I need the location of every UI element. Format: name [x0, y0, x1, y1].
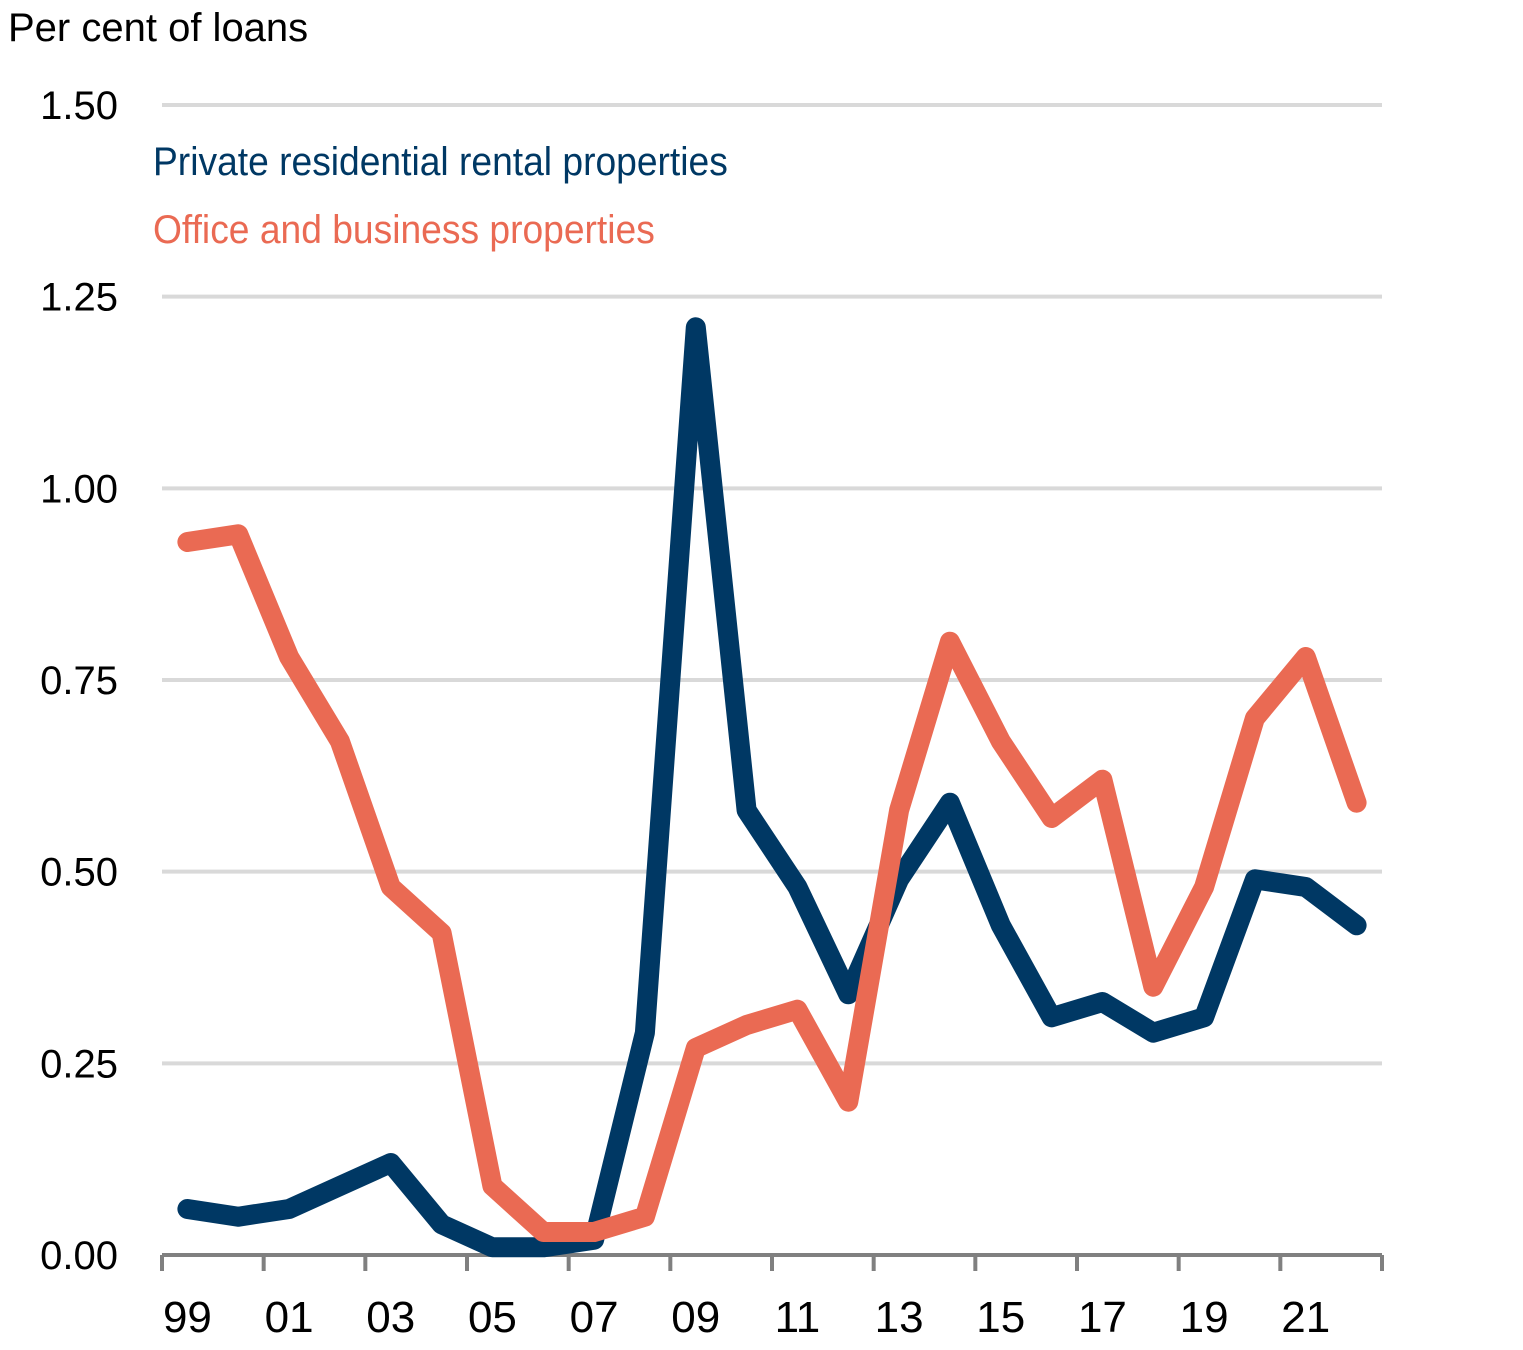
x-tick-label: 21 [1281, 1293, 1330, 1342]
x-tick-label: 01 [265, 1293, 314, 1342]
y-tick-label: 0.50 [40, 851, 118, 895]
x-tick-label: 05 [468, 1293, 517, 1342]
series-line-office-and-business-properties [177, 524, 1367, 1242]
gridlines [162, 103, 1382, 1066]
x-tick-label: 09 [671, 1293, 720, 1342]
series-line-private-residential-rental-properties [177, 317, 1367, 1258]
y-tick-label: 1.25 [40, 276, 118, 320]
x-tick-label: 15 [976, 1293, 1025, 1342]
y-tick-label: 0.75 [40, 659, 118, 703]
y-tick-label: 0.00 [40, 1234, 118, 1278]
x-tick-label: 19 [1180, 1293, 1229, 1342]
x-tick-label: 03 [366, 1293, 415, 1342]
y-tick-label: 1.00 [40, 467, 118, 511]
legend-private-residential-rental-properties: Private residential rental properties [153, 140, 728, 184]
x-tick-label: 11 [775, 1293, 821, 1342]
x-tick-label: 99 [163, 1293, 212, 1342]
x-tick-label: 07 [570, 1293, 619, 1342]
y-tick-label: 0.25 [40, 1042, 118, 1086]
series-lines [177, 317, 1367, 1258]
x-axis [160, 1253, 1384, 1271]
x-tick-label: 13 [875, 1293, 924, 1342]
y-axis-tick-labels: 0.00 0.25 0.50 0.75 1.00 1.25 1.50 [40, 84, 118, 1278]
y-tick-label: 1.50 [40, 84, 118, 128]
x-axis-tick-labels: 99 01 03 05 07 09 11 13 15 17 19 21 [163, 1293, 1330, 1342]
legend-office-and-business-properties: Office and business properties [153, 208, 655, 252]
y-axis-unit-label: Per cent of loans [8, 6, 309, 50]
x-tick-label: 17 [1078, 1293, 1127, 1342]
